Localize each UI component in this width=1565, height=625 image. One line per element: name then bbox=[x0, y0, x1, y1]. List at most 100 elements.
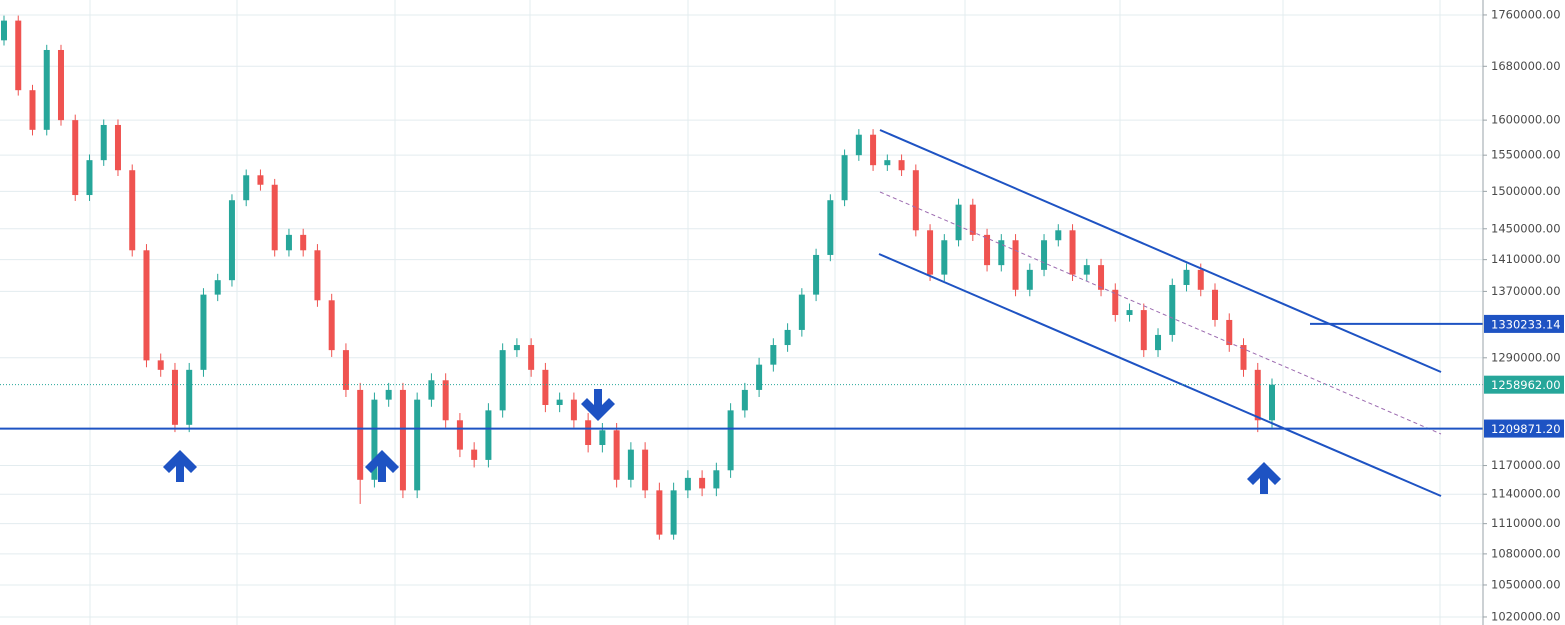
candle-body bbox=[912, 170, 919, 231]
price-label: 1209871.20 bbox=[1491, 422, 1561, 436]
candle-body bbox=[86, 160, 93, 196]
candle-body bbox=[1055, 230, 1062, 241]
candle-body bbox=[1269, 384, 1275, 421]
candle-body bbox=[1226, 319, 1233, 346]
candle-body bbox=[713, 470, 720, 489]
candle-body bbox=[357, 389, 364, 480]
candle-body bbox=[570, 399, 577, 421]
candle-body bbox=[285, 234, 292, 251]
arrow-up bbox=[1247, 462, 1281, 494]
candle-body bbox=[499, 350, 506, 411]
candle-body bbox=[1126, 310, 1133, 316]
candle-body bbox=[898, 160, 905, 171]
y-tick-label: 1760000.00 bbox=[1491, 7, 1561, 21]
candle-body bbox=[228, 200, 235, 281]
candle-body bbox=[157, 360, 164, 370]
candle-body bbox=[200, 294, 207, 370]
candle-body bbox=[556, 399, 563, 405]
candle-body bbox=[770, 345, 777, 365]
candle-body bbox=[984, 234, 991, 266]
y-tick-label: 1550000.00 bbox=[1491, 148, 1561, 162]
candle-body bbox=[442, 380, 449, 421]
channel bbox=[878, 129, 1442, 497]
candle-body bbox=[143, 250, 150, 361]
candle-body bbox=[1083, 265, 1090, 275]
candle-body bbox=[43, 49, 50, 130]
candle-body bbox=[727, 410, 734, 471]
candle-body bbox=[1012, 240, 1019, 290]
candle-body bbox=[243, 175, 250, 201]
candle-body bbox=[1254, 369, 1261, 421]
candle-body bbox=[129, 170, 136, 251]
price-label-box bbox=[1484, 419, 1564, 438]
candle-body bbox=[15, 20, 22, 91]
candle-body bbox=[1140, 310, 1147, 351]
candle-body bbox=[599, 430, 606, 445]
arrows bbox=[163, 389, 1281, 494]
candle-body bbox=[1212, 289, 1219, 320]
candle-body bbox=[684, 477, 691, 491]
candle-body bbox=[827, 200, 834, 255]
channel-lower bbox=[878, 253, 1442, 497]
candle-body bbox=[114, 124, 121, 171]
candle-body bbox=[798, 294, 805, 330]
candle-body bbox=[1, 20, 7, 41]
candle-body bbox=[1155, 334, 1162, 351]
candle-body bbox=[342, 350, 349, 390]
channel-upper bbox=[879, 129, 1442, 373]
candle-body bbox=[72, 120, 79, 196]
channel-mid bbox=[879, 191, 1442, 435]
candle-body bbox=[271, 184, 278, 251]
y-tick-label: 1110000.00 bbox=[1491, 516, 1561, 530]
candle-body bbox=[100, 124, 107, 161]
candle-body bbox=[57, 49, 64, 121]
candle-body bbox=[841, 155, 848, 201]
candle-body bbox=[428, 380, 435, 400]
candle-body bbox=[1069, 230, 1076, 275]
candle-body bbox=[627, 449, 634, 480]
candle-body bbox=[998, 240, 1005, 266]
price-label-box bbox=[1484, 375, 1564, 394]
candle-body bbox=[214, 280, 221, 295]
candle-body bbox=[784, 329, 791, 346]
candle-body bbox=[371, 399, 378, 480]
candle-body bbox=[1026, 269, 1033, 290]
candle-body bbox=[485, 410, 492, 460]
candle-body bbox=[955, 204, 962, 241]
candle-body bbox=[870, 134, 877, 166]
candle-body bbox=[257, 175, 264, 185]
candle-body bbox=[613, 430, 620, 480]
y-tick-label: 1410000.00 bbox=[1491, 252, 1561, 266]
candle-body bbox=[528, 345, 535, 370]
arrow-down bbox=[581, 389, 615, 421]
price-label-box bbox=[1484, 314, 1564, 333]
candle-body bbox=[314, 250, 321, 301]
y-tick-label: 1140000.00 bbox=[1491, 487, 1561, 501]
candle-body bbox=[186, 369, 193, 425]
candle-body bbox=[1240, 345, 1247, 370]
candle-body bbox=[399, 389, 406, 491]
candle-body bbox=[471, 449, 478, 460]
candle-body bbox=[542, 369, 549, 405]
y-tick-label: 1290000.00 bbox=[1491, 350, 1561, 364]
candle-body bbox=[385, 389, 392, 400]
y-tick-label: 1500000.00 bbox=[1491, 184, 1561, 198]
candle-body bbox=[941, 240, 948, 275]
candle-body bbox=[171, 369, 178, 425]
price-label: 1330233.14 bbox=[1491, 317, 1561, 331]
candle-body bbox=[927, 230, 934, 275]
candle-body bbox=[884, 160, 891, 166]
candle-body bbox=[456, 420, 463, 450]
candle-body bbox=[513, 345, 520, 351]
candle-body bbox=[1197, 269, 1204, 290]
candle-body bbox=[813, 254, 820, 295]
candle-body bbox=[741, 389, 748, 411]
candle-body bbox=[29, 90, 36, 130]
candle-body bbox=[1183, 269, 1190, 285]
y-tick-label: 1170000.00 bbox=[1491, 458, 1561, 472]
y-tick-label: 1080000.00 bbox=[1491, 546, 1561, 560]
candle-body bbox=[756, 364, 763, 390]
candle-body bbox=[656, 490, 663, 535]
arrow-up bbox=[163, 450, 197, 482]
